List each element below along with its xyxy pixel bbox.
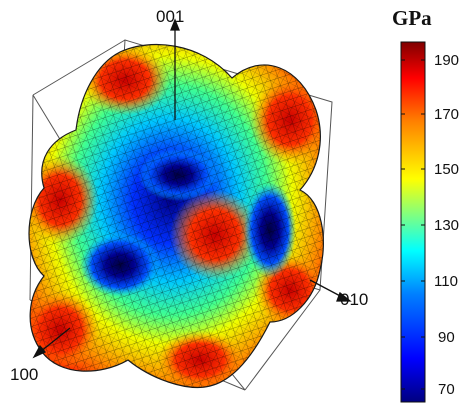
colorbar [400,41,426,403]
colorbar-tick-label: 130 [434,217,460,234]
colorbar-tick-label: 110 [434,273,458,290]
colorbar-tick-label: 150 [434,161,460,178]
axis-arrows [32,18,352,359]
axis-label-001: 001 [156,7,185,26]
axis-label-100: 100 [10,365,39,384]
modulus-surface [28,43,324,388]
axis-label-010: 010 [340,290,369,309]
colorbar-unit-label: GPa [392,6,432,30]
colorbar-tick-label: 190 [434,52,460,69]
colorbar-tick-label: 70 [438,381,455,398]
colorbar-tick-label: 90 [438,329,455,346]
colorbar-tick-label: 170 [434,106,460,123]
